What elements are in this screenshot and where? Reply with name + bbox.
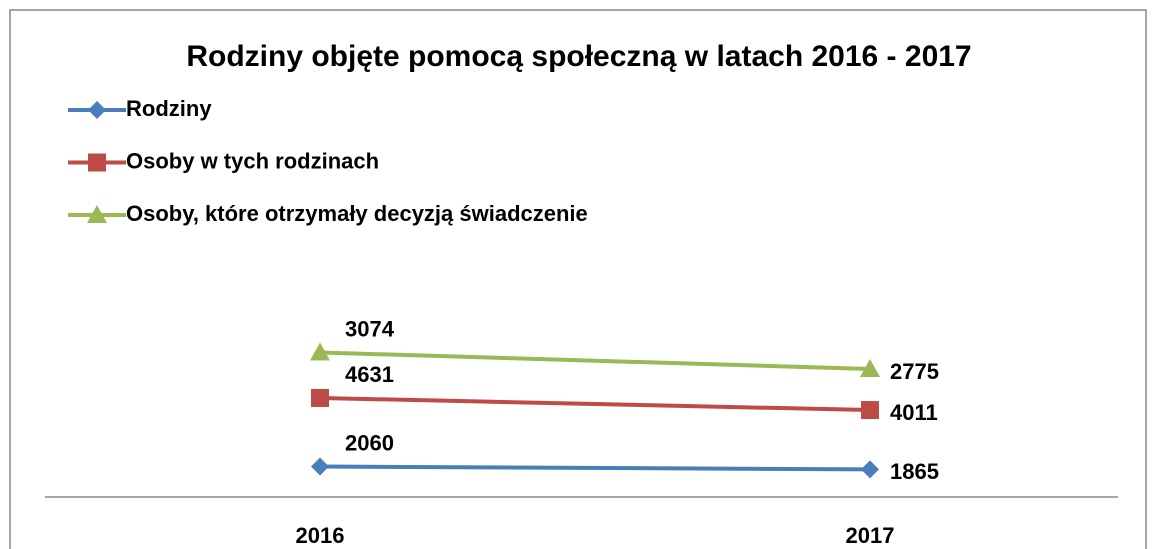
data-label: 1865 [890,459,939,484]
marker [311,388,329,407]
legend-label: Osoby, które otrzymały decyzją świadczen… [126,201,588,226]
marker [861,460,879,479]
data-label: 3074 [345,316,395,341]
x-tick-label: 2016 [296,523,345,548]
chart-title: Rodziny objęte pomocą społeczną w latach… [186,40,971,73]
marker [311,457,329,476]
data-label: 2775 [890,359,939,384]
series-line [319,350,871,371]
legend-label: Osoby w tych rodzinach [126,148,379,173]
data-label: 4011 [890,400,938,425]
chart-frame [9,9,1147,549]
x-tick-label: 2017 [846,523,895,548]
marker [310,342,330,361]
series-line [319,395,871,413]
legend-marker [88,153,106,172]
series-line [319,464,871,472]
legend-label: Rodziny [126,96,212,121]
data-label: 2060 [345,430,394,455]
data-label: 4631 [345,362,394,387]
legend-marker [88,101,106,119]
marker [860,358,880,377]
legend-marker [87,205,107,223]
marker [861,401,879,420]
